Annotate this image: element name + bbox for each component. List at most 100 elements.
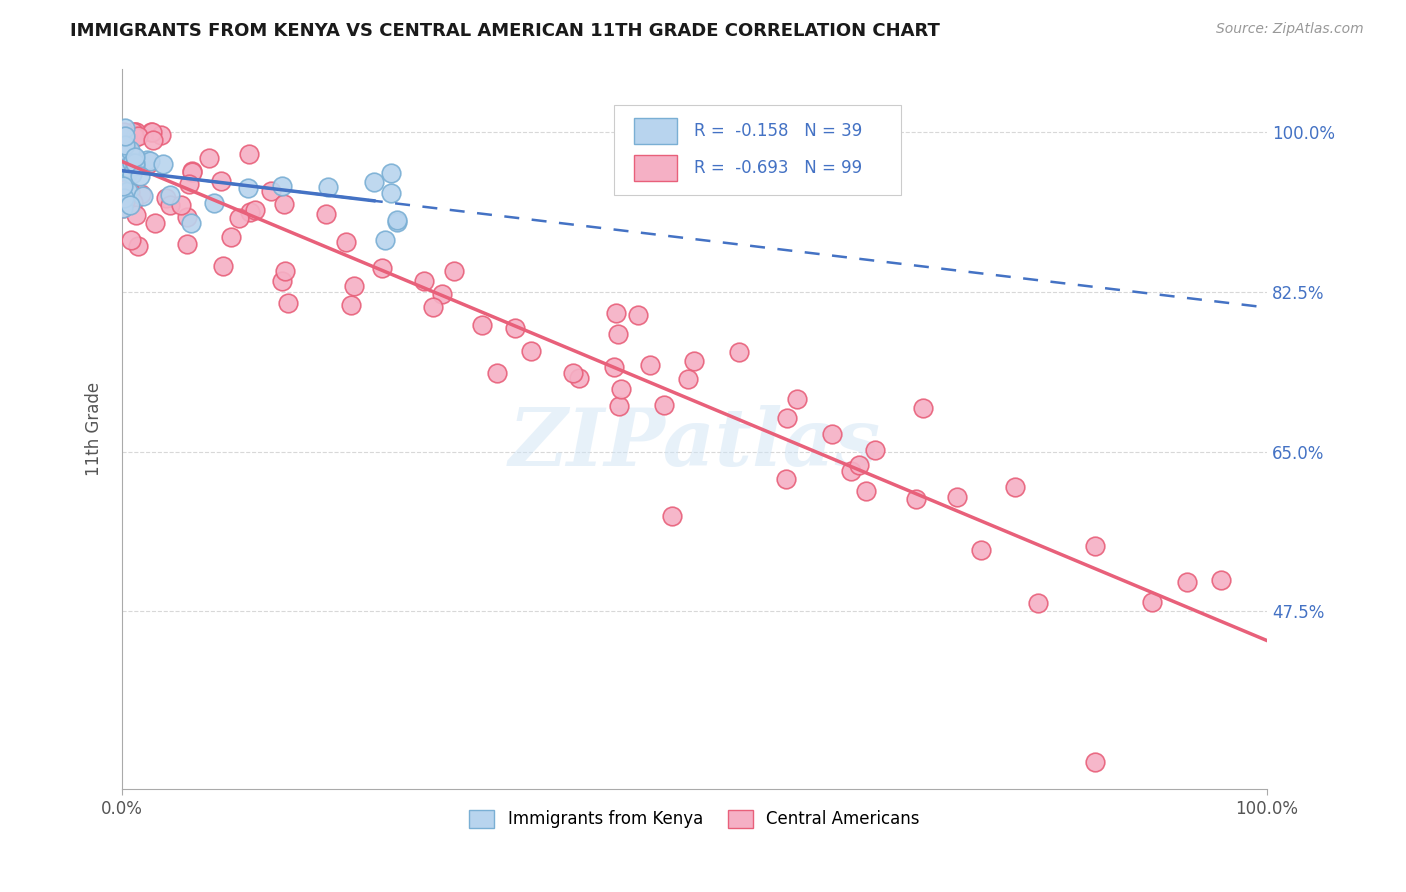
Point	[112, 167, 135, 181]
Point	[316, 180, 339, 194]
Text: ZIPatlas: ZIPatlas	[509, 405, 880, 482]
Point	[118, 143, 141, 157]
Point	[520, 344, 543, 359]
Point	[912, 401, 935, 416]
Point	[652, 398, 675, 412]
Point	[602, 359, 624, 374]
Point	[236, 181, 259, 195]
Bar	[634, 155, 678, 181]
Point	[422, 300, 444, 314]
FancyBboxPatch shape	[614, 104, 901, 194]
Point	[1084, 539, 1107, 553]
Point	[335, 235, 357, 249]
Point	[228, 211, 250, 226]
Text: IMMIGRANTS FROM KENYA VS CENTRAL AMERICAN 11TH GRADE CORRELATION CHART: IMMIGRANTS FROM KENYA VS CENTRAL AMERICA…	[70, 22, 941, 40]
Y-axis label: 11th Grade: 11th Grade	[86, 382, 103, 476]
Point	[120, 233, 142, 247]
Point	[197, 151, 219, 165]
Point	[124, 159, 146, 173]
Point	[683, 353, 706, 368]
Point	[136, 157, 159, 171]
Point	[124, 130, 146, 145]
Point	[374, 233, 396, 247]
Point	[1084, 755, 1107, 769]
Point	[380, 166, 402, 180]
Point	[120, 185, 142, 199]
Point	[260, 184, 283, 198]
Point	[676, 371, 699, 385]
Point	[471, 318, 494, 332]
Point	[142, 133, 165, 147]
Legend: Immigrants from Kenya, Central Americans: Immigrants from Kenya, Central Americans	[463, 803, 927, 835]
Point	[141, 125, 163, 139]
Point	[155, 191, 177, 205]
Point	[141, 125, 163, 139]
Point	[180, 216, 202, 230]
Point	[1142, 595, 1164, 609]
Point	[114, 194, 136, 208]
Point	[112, 154, 135, 169]
Point	[1175, 575, 1198, 590]
Point	[786, 392, 808, 407]
Point	[114, 163, 136, 178]
Point	[135, 153, 157, 168]
Point	[904, 492, 927, 507]
Point	[568, 370, 591, 384]
Point	[112, 201, 135, 215]
Point	[115, 138, 138, 153]
Point	[115, 160, 138, 174]
Point	[125, 125, 148, 139]
Point	[112, 191, 135, 205]
Point	[863, 443, 886, 458]
Point	[661, 508, 683, 523]
Point	[143, 216, 166, 230]
Point	[115, 193, 138, 207]
Point	[117, 184, 139, 198]
Bar	[634, 119, 678, 145]
Point	[209, 174, 232, 188]
Point	[124, 208, 146, 222]
Point	[363, 175, 385, 189]
Point	[170, 198, 193, 212]
Point	[638, 359, 661, 373]
Point	[121, 155, 143, 169]
Point	[339, 298, 361, 312]
Point	[1209, 573, 1232, 587]
Point	[132, 188, 155, 202]
Point	[970, 543, 993, 558]
Point	[114, 129, 136, 144]
Point	[115, 158, 138, 172]
Point	[238, 147, 260, 161]
Point	[138, 154, 160, 169]
Point	[121, 194, 143, 209]
Point	[561, 366, 583, 380]
Point	[114, 140, 136, 154]
Point	[124, 125, 146, 139]
Point	[127, 239, 149, 253]
Point	[202, 195, 225, 210]
Point	[117, 162, 139, 177]
Text: Source: ZipAtlas.com: Source: ZipAtlas.com	[1216, 22, 1364, 37]
Point	[505, 321, 527, 335]
Point	[121, 167, 143, 181]
Point	[855, 483, 877, 498]
Point	[176, 210, 198, 224]
Point	[443, 264, 465, 278]
Point	[775, 472, 797, 486]
Point	[486, 367, 509, 381]
Point	[371, 260, 394, 275]
Point	[122, 125, 145, 139]
Point	[413, 274, 436, 288]
Point	[212, 259, 235, 273]
Point	[219, 230, 242, 244]
Point	[380, 186, 402, 201]
Point	[270, 274, 292, 288]
Point	[627, 308, 650, 322]
Point	[430, 286, 453, 301]
Point	[243, 202, 266, 217]
Point	[776, 411, 799, 425]
Point	[1026, 596, 1049, 610]
Point	[274, 264, 297, 278]
Point	[277, 295, 299, 310]
Point	[315, 207, 337, 221]
